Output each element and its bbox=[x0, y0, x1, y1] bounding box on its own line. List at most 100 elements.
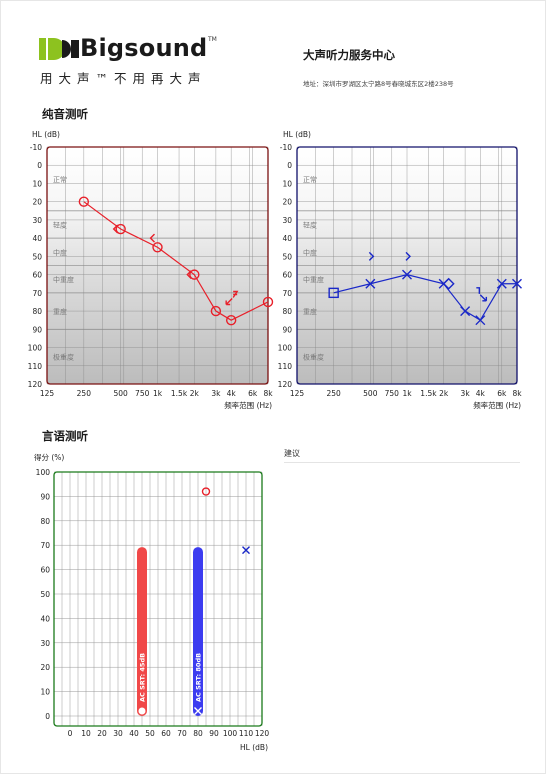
data-point bbox=[460, 306, 471, 317]
brand-logo bbox=[38, 34, 228, 90]
bone-conduction-marker bbox=[149, 233, 155, 243]
plot-frame bbox=[46, 146, 269, 385]
x-tick-label: 2k bbox=[190, 389, 200, 398]
zone-label: 中度 bbox=[303, 248, 317, 257]
bar-marker-circle bbox=[138, 707, 146, 715]
x-tick-label: 30 bbox=[113, 729, 123, 738]
y-tick-label: 80 bbox=[40, 517, 50, 526]
bone-conduction-marker bbox=[405, 251, 411, 261]
y-tick-label: 20 bbox=[32, 198, 42, 207]
data-point bbox=[262, 296, 274, 308]
pure-tone-title: 纯音测听 bbox=[42, 107, 88, 121]
masked-marker bbox=[225, 290, 239, 306]
y-tick-label: 40 bbox=[32, 234, 42, 243]
y-tick-label: 90 bbox=[282, 325, 292, 334]
y-tick-label: -10 bbox=[30, 143, 42, 152]
x-tick-label: 1.5k bbox=[420, 389, 437, 398]
x-tick-label: 2k bbox=[439, 389, 449, 398]
data-point bbox=[365, 278, 376, 289]
center-address: 地址：深圳市罗湖区太宁路8号春晓城东区2楼238号 bbox=[303, 80, 454, 88]
series-line bbox=[333, 273, 517, 322]
y-tick-label: 60 bbox=[32, 271, 42, 280]
zone-label: 极重度 bbox=[303, 353, 324, 362]
x-tick-label: 500 bbox=[363, 389, 378, 398]
plot-frame bbox=[53, 471, 263, 727]
data-point bbox=[442, 277, 455, 290]
y-tick-label: 10 bbox=[282, 179, 292, 188]
zone-label: 中度 bbox=[53, 248, 67, 257]
y-tick-label: 30 bbox=[40, 639, 50, 648]
x-tick-label: 120 bbox=[255, 729, 270, 738]
y-tick-label: 120 bbox=[28, 380, 43, 389]
y-tick-label: 100 bbox=[28, 344, 43, 353]
zone-label: 重度 bbox=[303, 307, 317, 316]
brand-name: Bigsound bbox=[80, 34, 208, 62]
zone-label: 极重度 bbox=[53, 353, 74, 362]
x-tick-label: 1.5k bbox=[171, 389, 188, 398]
x-tick-label: 0 bbox=[68, 729, 73, 738]
x-axis-title: 频率范围 (Hz) bbox=[224, 400, 272, 410]
x-tick-label: 90 bbox=[209, 729, 219, 738]
x-axis-title: HL (dB) bbox=[240, 743, 268, 752]
x-tick-label: 4k bbox=[476, 389, 486, 398]
recommendation-label: 建议 bbox=[284, 449, 300, 458]
y-tick-label: 80 bbox=[282, 307, 292, 316]
y-tick-label: 120 bbox=[278, 380, 293, 389]
data-point bbox=[78, 196, 90, 207]
speech-title: 言语测听 bbox=[42, 429, 88, 443]
bar-marker-x bbox=[194, 707, 202, 715]
y-tick-label: 70 bbox=[40, 541, 50, 550]
bone-conduction-marker bbox=[112, 224, 119, 234]
x-tick-label: 750 bbox=[385, 389, 400, 398]
data-point bbox=[475, 315, 486, 326]
y-axis-title: HL (dB) bbox=[283, 130, 311, 139]
bone-conduction-marker bbox=[368, 251, 375, 261]
y-tick-label: 0 bbox=[45, 712, 50, 721]
x-tick-label: 500 bbox=[114, 389, 129, 398]
y-tick-label: 50 bbox=[40, 590, 50, 599]
y-tick-label: 20 bbox=[282, 198, 292, 207]
srt-bar-label: AC SRT: 80dB bbox=[195, 653, 203, 702]
data-point bbox=[225, 314, 237, 326]
data-point bbox=[189, 269, 200, 280]
data-point bbox=[152, 242, 163, 253]
x-tick-label: 70 bbox=[177, 729, 187, 738]
zone-label: 中重度 bbox=[53, 275, 74, 284]
x-tick-label: 1k bbox=[153, 389, 163, 398]
x-tick-label: 8k bbox=[263, 389, 273, 398]
zone-label: 正常 bbox=[303, 175, 317, 184]
x-tick-label: 750 bbox=[135, 389, 150, 398]
score-point-left bbox=[242, 546, 250, 555]
y-tick-label: 0 bbox=[37, 161, 42, 170]
x-tick-label: 20 bbox=[97, 729, 107, 738]
x-tick-label: 40 bbox=[129, 729, 139, 738]
x-tick-label: 3k bbox=[461, 389, 471, 398]
y-tick-label: 10 bbox=[32, 179, 42, 188]
trademark-mark: TM bbox=[208, 36, 217, 43]
y-tick-label: 90 bbox=[32, 325, 42, 334]
y-tick-label: 100 bbox=[278, 344, 293, 353]
y-tick-label: 30 bbox=[282, 216, 292, 225]
zone-label: 轻度 bbox=[53, 220, 67, 229]
y-tick-label: 100 bbox=[36, 468, 51, 477]
data-point bbox=[496, 278, 507, 289]
y-axis-title: 得分 (%) bbox=[34, 452, 64, 462]
x-tick-label: 8k bbox=[512, 389, 522, 398]
y-tick-label: 70 bbox=[282, 289, 292, 298]
data-point bbox=[402, 269, 412, 280]
x-tick-label: 4k bbox=[227, 389, 237, 398]
srt-bar-left bbox=[193, 547, 203, 716]
zone-label: 中重度 bbox=[303, 275, 324, 284]
y-axis-title: HL (dB) bbox=[32, 130, 60, 139]
y-tick-label: 50 bbox=[282, 252, 292, 261]
zone-label: 正常 bbox=[53, 175, 67, 184]
center-name: 大声听力服务中心 bbox=[303, 48, 395, 62]
y-tick-label: 70 bbox=[32, 289, 42, 298]
y-tick-label: 60 bbox=[40, 566, 50, 575]
masked-marker bbox=[476, 287, 488, 302]
data-point bbox=[512, 278, 522, 289]
x-axis-title: 频率范围 (Hz) bbox=[473, 400, 521, 410]
x-tick-label: 250 bbox=[77, 389, 92, 398]
